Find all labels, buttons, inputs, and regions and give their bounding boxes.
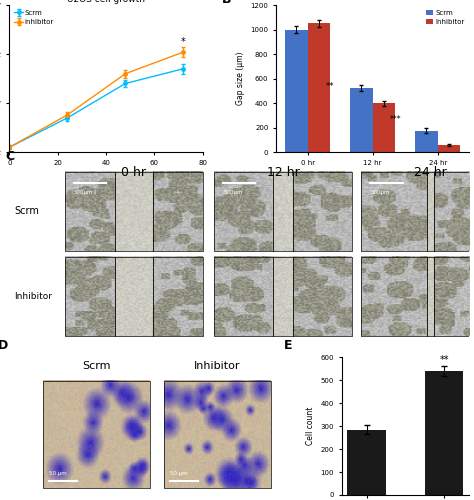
- Text: *: *: [181, 37, 186, 47]
- Text: 500μm: 500μm: [223, 190, 243, 195]
- Text: C: C: [5, 150, 14, 163]
- Bar: [64, 256, 202, 336]
- Text: 0 hr: 0 hr: [121, 166, 146, 179]
- Bar: [43, 380, 150, 488]
- Bar: [64, 172, 202, 251]
- Title: U2OS cell growth: U2OS cell growth: [67, 0, 145, 4]
- Text: D: D: [0, 339, 9, 352]
- Text: E: E: [284, 339, 292, 352]
- Bar: [285, 30, 308, 152]
- Legend: Scrm, inhibitor: Scrm, inhibitor: [13, 8, 55, 26]
- Text: 50 μm: 50 μm: [170, 470, 187, 476]
- Bar: [438, 145, 460, 152]
- Bar: [373, 103, 395, 152]
- Bar: [308, 24, 330, 152]
- Text: Scrm: Scrm: [14, 206, 39, 216]
- Text: ***: ***: [390, 115, 401, 124]
- Text: 500μm: 500μm: [74, 190, 93, 195]
- Y-axis label: Cell count: Cell count: [306, 407, 315, 446]
- Y-axis label: Gap size (μm): Gap size (μm): [236, 52, 245, 106]
- Bar: [361, 256, 474, 336]
- Text: 12 hr: 12 hr: [267, 166, 300, 179]
- Bar: [350, 88, 373, 152]
- Text: **: **: [326, 82, 335, 91]
- Bar: [164, 380, 271, 488]
- Bar: [361, 172, 474, 251]
- Bar: [347, 430, 386, 495]
- Text: Scrm: Scrm: [82, 362, 111, 372]
- Legend: Scrm, Inhibitor: Scrm, Inhibitor: [425, 8, 466, 26]
- Text: **: **: [439, 354, 449, 364]
- Text: B: B: [222, 0, 231, 6]
- Text: Inhibitor: Inhibitor: [194, 362, 241, 372]
- Text: 500μm: 500μm: [370, 190, 390, 195]
- X-axis label: Time (hr): Time (hr): [89, 172, 124, 180]
- Bar: [415, 130, 438, 152]
- Text: Inhibitor: Inhibitor: [14, 292, 52, 300]
- Bar: [425, 371, 464, 495]
- Text: 50 μm: 50 μm: [49, 470, 66, 476]
- Text: 24 hr: 24 hr: [414, 166, 447, 179]
- Bar: [214, 172, 352, 251]
- Bar: [214, 256, 352, 336]
